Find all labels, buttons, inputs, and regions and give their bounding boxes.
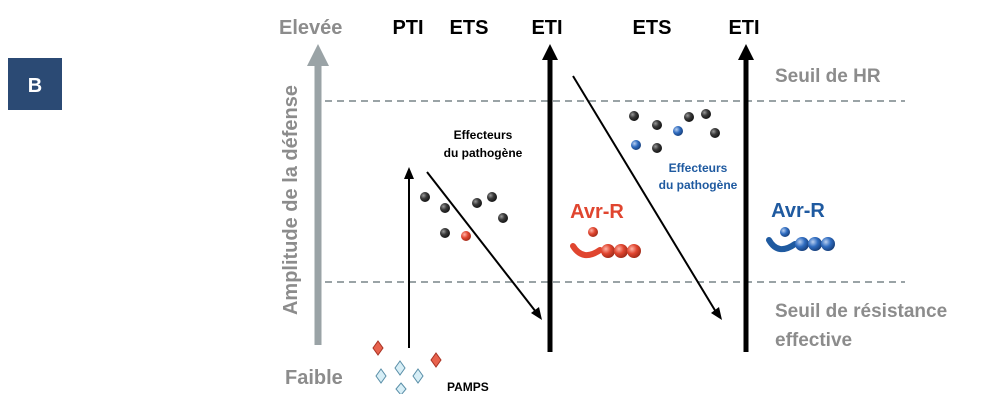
eti-arrowhead-1	[542, 44, 558, 60]
panel-label-text: B	[28, 75, 42, 97]
effector-dot	[652, 120, 662, 130]
effectors-label-1-line2: du pathogène	[444, 146, 523, 160]
phase-label: ETI	[531, 17, 562, 39]
ets-arrowhead-1	[531, 307, 542, 320]
y-axis-top-label: Elevée	[279, 17, 342, 39]
pamps-cluster	[372, 340, 442, 394]
effectors-label-1-line1: Effecteurs	[454, 128, 513, 142]
effector-dot	[684, 112, 694, 122]
phase-label: ETS	[450, 17, 489, 39]
resistance-threshold-label-line1: Seuil de résistance	[775, 301, 947, 322]
avr-r-label-1: Avr-R	[570, 201, 624, 223]
pamp-diamond-blue	[412, 368, 424, 384]
resistance-threshold-label-line2: effective	[775, 330, 852, 351]
avr-r-label-2: Avr-R	[771, 200, 825, 222]
ets-arrow-2	[572, 75, 717, 313]
effector-dot	[710, 128, 720, 138]
effector-dot	[498, 213, 508, 223]
effectors-label-2-line2: du pathogène	[659, 178, 738, 192]
pamp-diamond-blue	[375, 368, 387, 384]
avr-blue-ball	[780, 227, 790, 237]
effector-dot	[701, 109, 711, 119]
effector-cluster-1	[420, 192, 508, 241]
y-axis-label: Amplitude de la défense	[280, 85, 302, 315]
receptor-red-ball	[614, 244, 628, 258]
receptor-red-ball	[601, 244, 615, 258]
receptor-blue-arc	[766, 237, 798, 253]
ets-arrowhead-2	[711, 307, 722, 320]
pamp-diamond-red	[430, 352, 442, 368]
eti-arrowhead-2	[738, 44, 754, 60]
ets-arrow-1	[426, 171, 537, 313]
y-axis-bottom-label: Faible	[285, 367, 343, 389]
pamp-diamond-blue	[395, 382, 407, 394]
avr-r-complex-red	[570, 227, 641, 259]
avr-r-complex-blue	[766, 227, 835, 253]
effector-cluster-2	[629, 109, 720, 153]
pamp-diamond-blue	[394, 360, 406, 376]
effector-dot	[652, 143, 662, 153]
effector-dot	[440, 228, 450, 238]
y-axis-arrowhead	[307, 44, 329, 66]
effector-dot	[629, 111, 639, 121]
effector-dot	[487, 192, 497, 202]
receptor-red-arc	[570, 243, 603, 259]
pamp-diamond-red	[372, 340, 384, 356]
receptor-blue-ball	[808, 237, 822, 251]
effector-dot	[440, 203, 450, 213]
effector-dot-blue	[631, 140, 641, 150]
hr-threshold-label: Seuil de HR	[775, 66, 881, 87]
panel-label-box	[8, 58, 62, 110]
effector-dot	[420, 192, 430, 202]
effector-dot-red	[461, 231, 471, 241]
pti-arrowhead	[404, 167, 414, 179]
phase-label: PTI	[392, 17, 423, 39]
phase-label: ETS	[633, 17, 672, 39]
phase-label: ETI	[728, 17, 759, 39]
receptor-blue-ball	[821, 237, 835, 251]
effectors-label-2-line1: Effecteurs	[669, 161, 728, 175]
panel-label: B	[8, 58, 62, 110]
phase-labels: PTI ETS ETI ETS ETI	[392, 17, 759, 39]
effector-dot	[472, 198, 482, 208]
receptor-blue-ball	[795, 237, 809, 251]
pamps-label: PAMPS	[447, 380, 489, 394]
effector-dot-blue	[673, 126, 683, 136]
avr-red-ball	[588, 227, 598, 237]
y-axis: Amplitude de la défense Elevée Faible	[279, 17, 343, 389]
receptor-red-ball	[627, 244, 641, 258]
